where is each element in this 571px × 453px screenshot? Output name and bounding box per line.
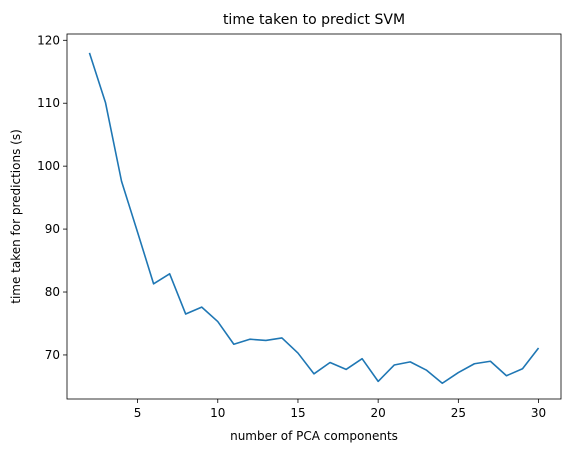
y-tick-label: 100 — [37, 159, 60, 173]
x-tick-label: 20 — [371, 406, 386, 420]
x-tick-label: 25 — [451, 406, 466, 420]
x-tick-label: 15 — [290, 406, 305, 420]
y-tick-label: 90 — [45, 222, 60, 236]
x-tick-label: 30 — [531, 406, 546, 420]
x-axis-label: number of PCA components — [230, 429, 398, 443]
y-axis-label: time taken for predictions (s) — [9, 129, 23, 304]
x-tick-label: 10 — [210, 406, 225, 420]
series-layer — [89, 53, 538, 383]
y-tick-label: 110 — [37, 96, 60, 110]
axes-frame — [67, 34, 561, 399]
plot-area — [67, 34, 561, 399]
chart-title: time taken to predict SVM — [223, 12, 405, 28]
series-line — [89, 53, 538, 383]
y-axis: 70 80 90 100 110 120 — [37, 33, 67, 362]
x-axis: 5 10 15 20 25 30 — [134, 399, 546, 420]
y-tick-label: 80 — [45, 285, 60, 299]
y-tick-label: 120 — [37, 33, 60, 47]
x-tick-label: 5 — [134, 406, 142, 420]
y-tick-label: 70 — [45, 348, 60, 362]
